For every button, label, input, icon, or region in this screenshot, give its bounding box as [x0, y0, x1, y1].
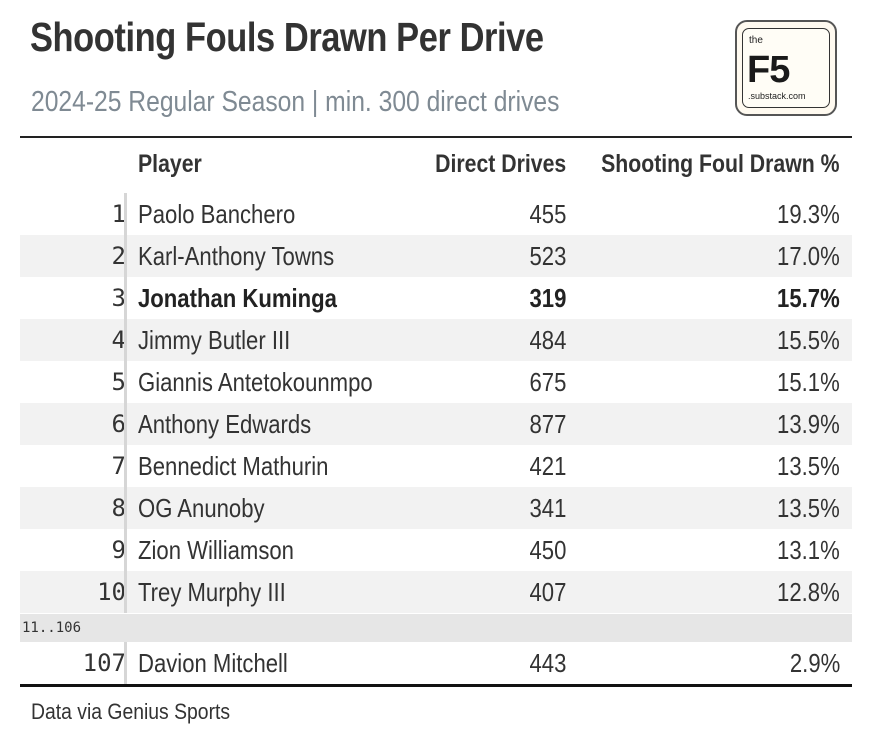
pct-cell: 17.0%	[777, 241, 840, 271]
drives-cell: 675	[529, 367, 566, 397]
table-row: 10 Trey Murphy III 407 12.8%	[20, 571, 852, 613]
rank-cell: 5	[111, 368, 126, 396]
player-cell: Trey Murphy III	[138, 577, 286, 607]
drives-cell: 421	[529, 451, 566, 481]
drives-cell: 319	[529, 283, 566, 313]
player-cell: Paolo Banchero	[138, 199, 296, 229]
table-row: 1 Paolo Banchero 455 19.3%	[20, 193, 852, 235]
player-cell: Bennedict Mathurin	[138, 451, 329, 481]
chart-title: Shooting Fouls Drawn Per Drive	[30, 14, 544, 60]
rank-cell: 2	[111, 242, 126, 270]
f5-substack-logo: the F5 .substack.com	[735, 20, 837, 116]
table-row: 8 OG Anunoby 341 13.5%	[20, 487, 852, 529]
chart-subtitle: 2024-25 Regular Season | min. 300 direct…	[31, 86, 560, 118]
drives-cell: 455	[529, 199, 566, 229]
pct-cell: 13.5%	[777, 451, 840, 481]
table-row: 5 Giannis Antetokounmpo 675 15.1%	[20, 361, 852, 403]
player-cell: Zion Williamson	[138, 535, 294, 565]
rank-cell: 4	[111, 326, 126, 354]
table-row: 3 Jonathan Kuminga 319 15.7%	[20, 277, 852, 319]
pct-cell: 13.5%	[777, 493, 840, 523]
player-cell: Karl-Anthony Towns	[138, 241, 335, 271]
rank-cell: 6	[111, 410, 126, 438]
column-header-drives: Direct Drives	[434, 150, 566, 178]
pct-cell: 15.7%	[777, 283, 840, 313]
table-row: 6 Anthony Edwards 877 13.9%	[20, 403, 852, 445]
table-row: 7 Bennedict Mathurin 421 13.5%	[20, 445, 852, 487]
player-cell: Jimmy Butler III	[138, 325, 291, 355]
pct-cell: 13.1%	[777, 535, 840, 565]
drives-cell: 407	[529, 577, 566, 607]
rank-cell: 3	[111, 284, 126, 312]
player-cell: Jonathan Kuminga	[138, 283, 337, 313]
player-cell: Davion Mitchell	[138, 648, 288, 678]
rank-cell: 1	[111, 200, 126, 228]
drives-cell: 484	[529, 325, 566, 355]
player-cell: OG Anunoby	[138, 493, 265, 523]
drives-cell: 450	[529, 535, 566, 565]
table-row: 4 Jimmy Butler III 484 15.5%	[20, 319, 852, 361]
gap-row: 11..106	[20, 614, 852, 642]
table-bottom-rule	[20, 684, 852, 687]
rank-divider	[124, 193, 127, 613]
gap-label: 11..106	[22, 620, 82, 636]
rank-cell: 107	[82, 649, 126, 677]
column-header-pct: Shooting Foul Drawn %	[601, 150, 840, 178]
rank-cell: 7	[111, 452, 126, 480]
pct-cell: 2.9%	[789, 648, 840, 678]
table-top-rule	[20, 136, 852, 138]
player-cell: Giannis Antetokounmpo	[138, 367, 373, 397]
player-cell: Anthony Edwards	[138, 409, 312, 439]
logo-sub-text: .substack.com	[748, 91, 806, 101]
column-header-player: Player	[138, 150, 202, 178]
rank-cell: 10	[97, 578, 126, 606]
table-row: 9 Zion Williamson 450 13.1%	[20, 529, 852, 571]
pct-cell: 13.9%	[777, 409, 840, 439]
drives-cell: 443	[529, 648, 566, 678]
rank-cell: 9	[111, 536, 126, 564]
drives-cell: 341	[529, 493, 566, 523]
logo-frame: the F5 .substack.com	[742, 28, 830, 108]
drives-cell: 877	[529, 409, 566, 439]
pct-cell: 12.8%	[777, 577, 840, 607]
rank-divider-bottom	[124, 642, 127, 684]
logo-top-text: the	[749, 35, 763, 46]
drives-cell: 523	[529, 241, 566, 271]
pct-cell: 15.5%	[777, 325, 840, 355]
pct-cell: 15.1%	[777, 367, 840, 397]
table-row: 2 Karl-Anthony Towns 523 17.0%	[20, 235, 852, 277]
pct-cell: 19.3%	[777, 199, 840, 229]
rank-cell: 8	[111, 494, 126, 522]
source-note: Data via Genius Sports	[31, 699, 231, 724]
logo-main-text: F5	[747, 49, 790, 91]
table-row: 107 Davion Mitchell 443 2.9%	[20, 642, 852, 684]
